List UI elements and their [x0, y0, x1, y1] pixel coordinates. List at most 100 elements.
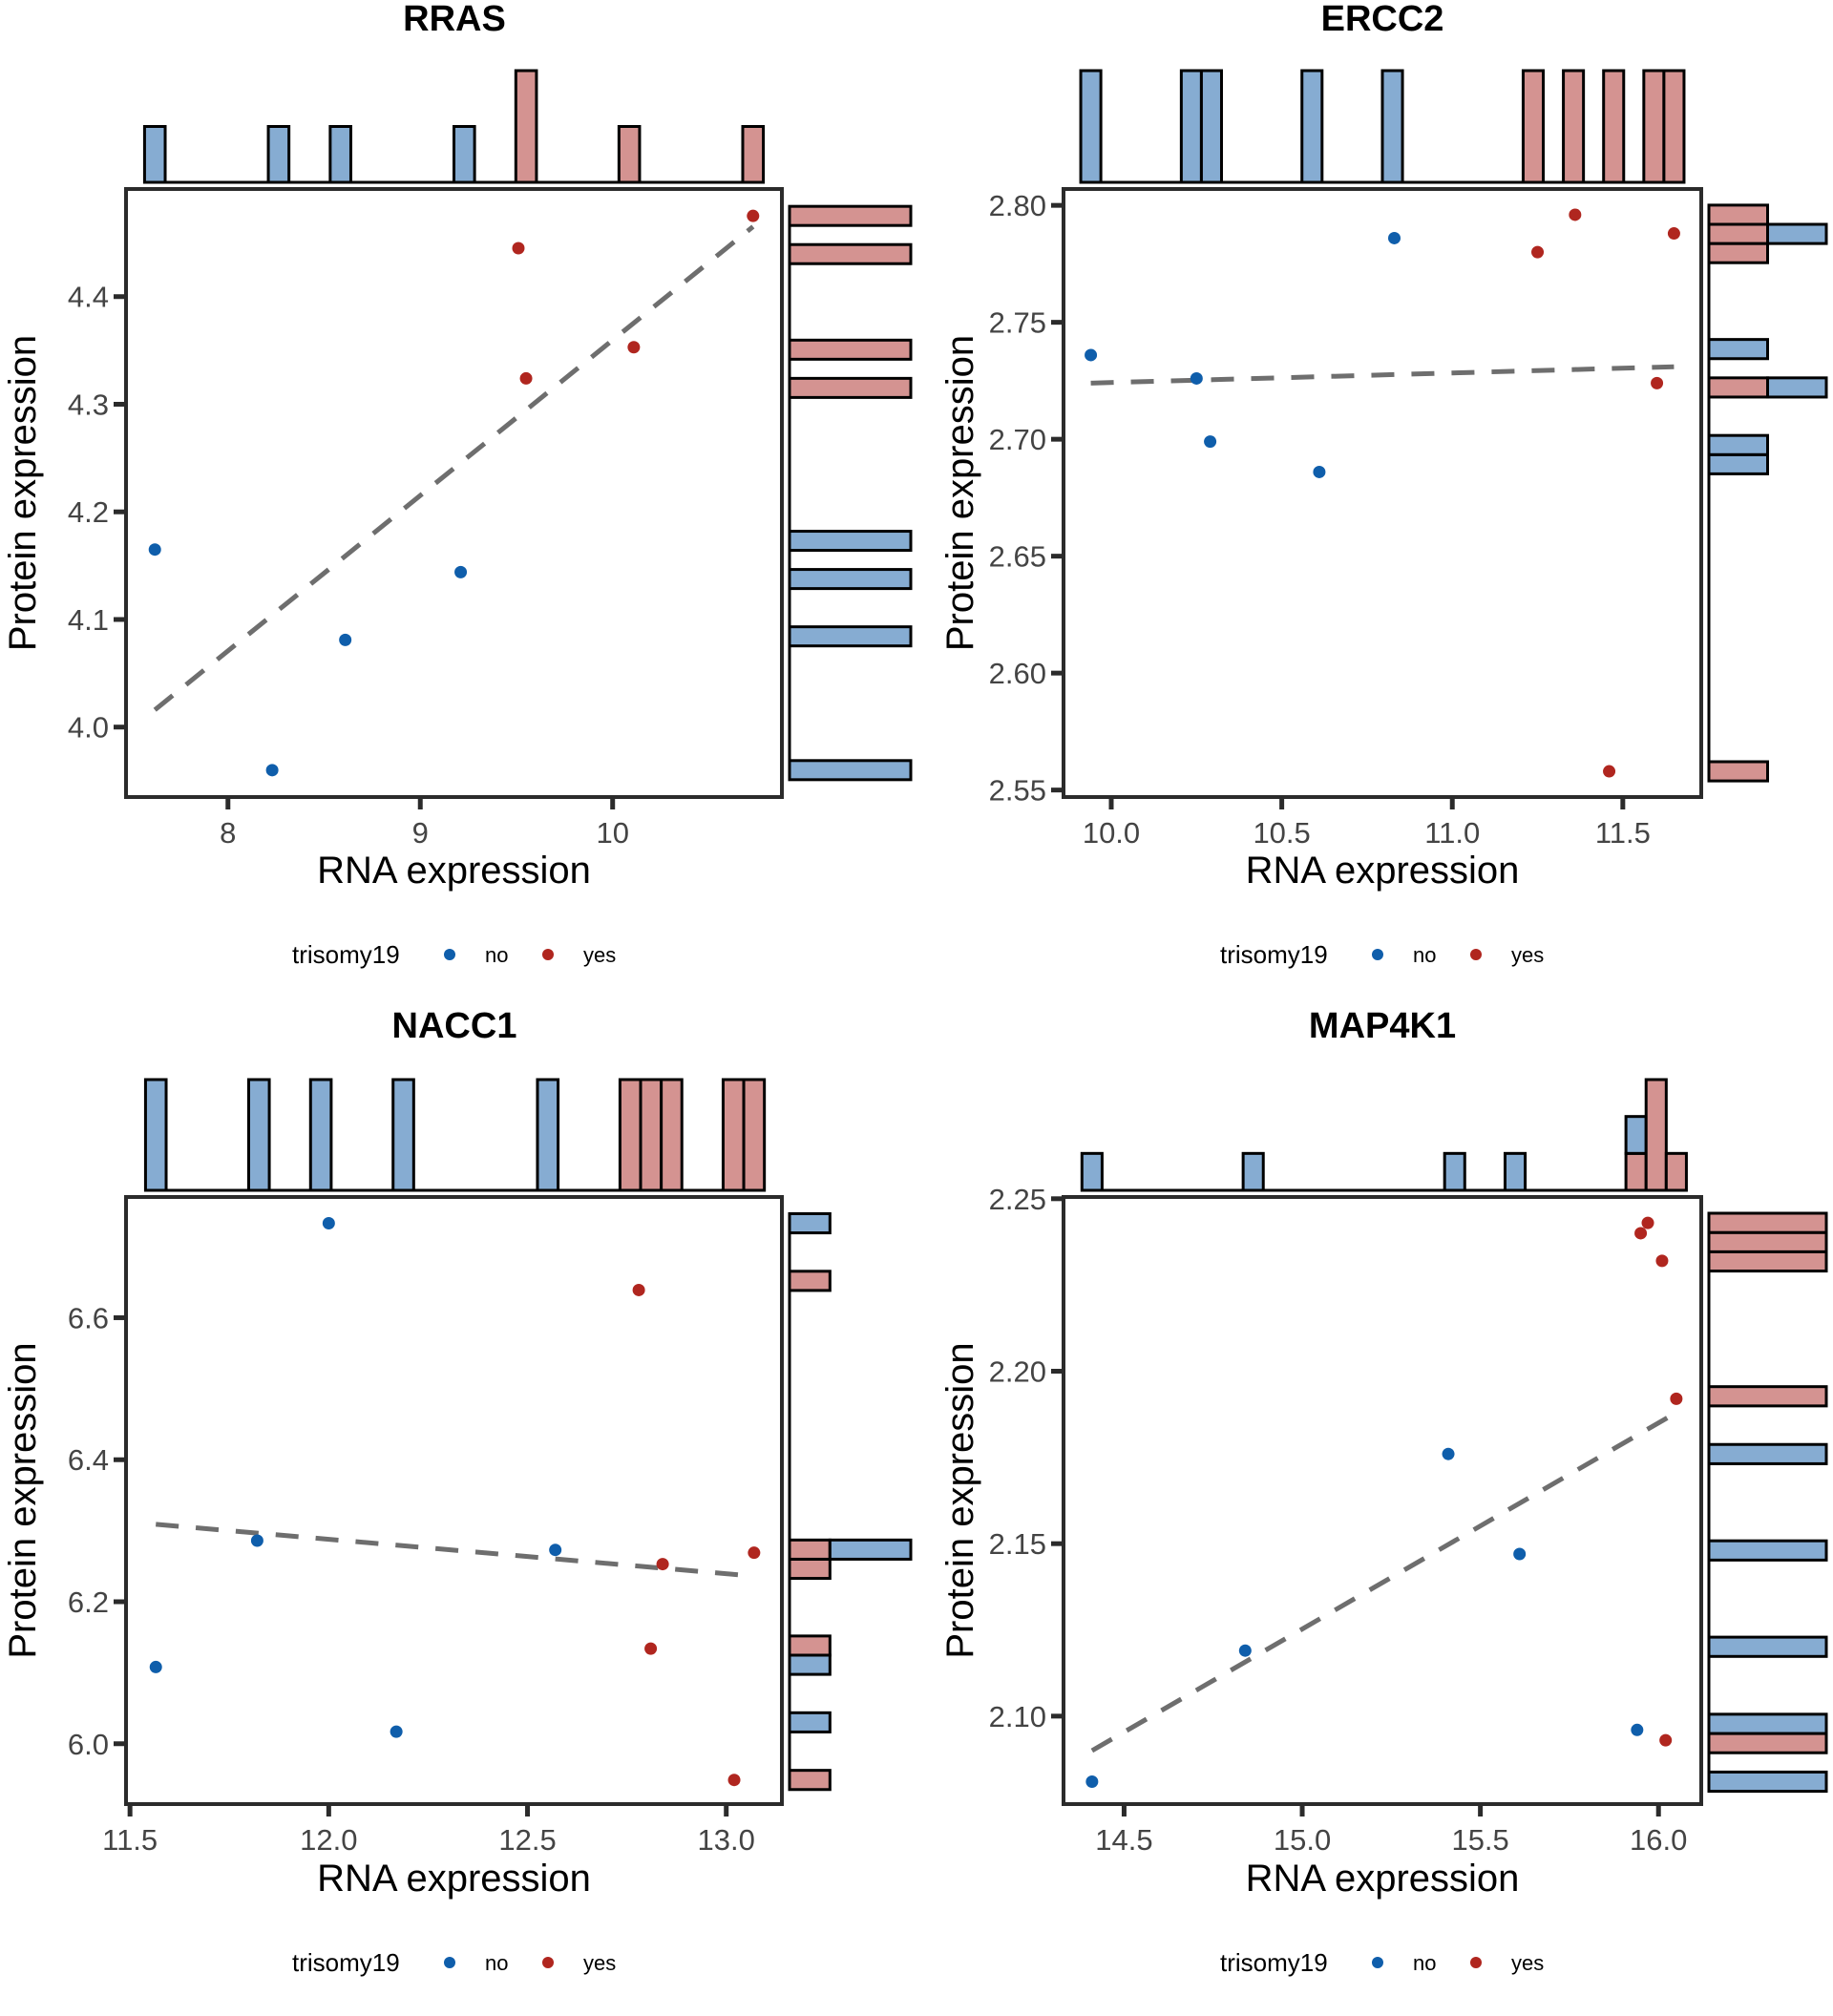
data-point-yes: [748, 1546, 761, 1560]
chart-panel-nacc1: NACC1 11.5 12.0 12.5 13.0 6.0 6.2 6.4 6.6 RNA exp…: [2, 1006, 913, 1977]
data-point-yes: [1603, 765, 1616, 778]
legend-key-yes: [1470, 949, 1482, 960]
histogram-bar-yes: [1642, 69, 1666, 184]
data-point-no: [149, 1660, 162, 1673]
legend-key-no: [1372, 1957, 1383, 1968]
y-tick-label: 2.10: [989, 1700, 1046, 1733]
data-point-no: [1513, 1547, 1527, 1561]
data-point-no: [148, 543, 161, 556]
data-point-no: [1190, 371, 1203, 385]
histogram-bar-yes: [742, 1078, 767, 1192]
data-point-yes: [1634, 1227, 1648, 1240]
data-point-no: [390, 1725, 403, 1738]
top-marginal-histogram: [143, 1078, 767, 1192]
plot-panel-border: [124, 1195, 784, 1806]
regression-line: [153, 224, 755, 712]
regression-line: [1090, 1410, 1678, 1754]
x-tick-label: 13.0: [698, 1823, 755, 1857]
histogram-bar-yes: [788, 338, 913, 361]
x-axis-title: RNA expression: [317, 850, 591, 892]
histogram-bar-no: [788, 568, 913, 591]
histogram-bar-yes: [788, 204, 913, 227]
histogram-bar-yes: [1624, 1151, 1648, 1192]
data-point-yes: [627, 341, 641, 354]
data-point-yes: [1531, 245, 1545, 259]
data-point-yes: [512, 242, 525, 255]
right-marginal-histogram: [788, 1211, 913, 1792]
histogram-bar-yes: [788, 242, 913, 265]
x-tick-label: 10: [596, 816, 628, 850]
top-marginal-histogram: [1080, 1078, 1688, 1192]
y-tick-label: 2.75: [989, 306, 1046, 340]
histogram-bar-yes: [1707, 203, 1769, 226]
legend-key-no: [444, 949, 455, 960]
data-point-yes: [1569, 208, 1582, 221]
series-no: [1085, 231, 1401, 478]
histogram-bar-yes: [1707, 1211, 1828, 1234]
data-point-yes: [632, 1283, 645, 1296]
x-tick-label: 10.0: [1083, 816, 1140, 850]
data-point-yes: [1655, 1254, 1669, 1268]
x-tick-label: 15.5: [1451, 1823, 1508, 1857]
histogram-bar-no: [1079, 69, 1103, 184]
histogram-bar-yes: [618, 1078, 643, 1192]
legend-title: trisomy19: [1220, 1948, 1328, 1977]
histogram-bar-no: [1624, 1115, 1648, 1155]
y-tick-label: 6.2: [68, 1586, 109, 1619]
histogram-bar-yes: [788, 1538, 832, 1561]
legend: trisomy19 no yes: [292, 940, 616, 969]
y-tick-label: 2.25: [989, 1183, 1046, 1216]
legend-label-yes: yes: [1511, 1951, 1544, 1975]
x-tick-label: 8: [220, 816, 236, 850]
data-point-no: [1085, 348, 1098, 362]
histogram-bar-yes: [1707, 242, 1769, 264]
histogram-bar-yes: [788, 1769, 832, 1792]
x-tick-label: 14.5: [1095, 1823, 1152, 1857]
chart-panel-ercc2: ERCC2 10.0 10.5 11.0 11.5 2.55 2.60 2.65 2.70 2.7…: [939, 0, 1828, 969]
y-axis-title: Protein expression: [2, 1342, 44, 1658]
legend-label-yes: yes: [583, 1951, 616, 1975]
histogram-bar-no: [1707, 433, 1769, 456]
histogram-bar-no: [246, 1078, 271, 1192]
histogram-bar-yes: [1707, 222, 1769, 245]
chart-title: MAP4K1: [1309, 1006, 1456, 1046]
histogram-bar-yes: [1562, 69, 1586, 184]
series-no: [149, 1217, 562, 1738]
x-axis-title: RNA expression: [1246, 1858, 1520, 1900]
chart-panel-map4k1: MAP4K1 14.5 15.0 15.5 16.0 2.10 2.15 2.20 2.25 RN…: [939, 1006, 1828, 1977]
legend: trisomy19 no yes: [1220, 940, 1544, 969]
plot-panel-border: [1062, 187, 1703, 799]
data-point-yes: [1659, 1733, 1673, 1747]
legend: trisomy19 no yes: [1220, 1948, 1544, 1977]
y-tick-label: 2.60: [989, 657, 1046, 690]
data-point-yes: [1651, 376, 1664, 389]
series-yes: [632, 1283, 761, 1787]
histogram-bar-yes: [1707, 1732, 1828, 1754]
histogram-bar-yes: [1707, 1230, 1828, 1253]
legend-label-no: no: [485, 943, 508, 967]
y-axis-title: Protein expression: [939, 335, 981, 651]
histogram-bar-yes: [1664, 1151, 1688, 1192]
histogram-bar-yes: [1707, 760, 1769, 783]
histogram-bar-no: [1707, 452, 1769, 475]
y-tick-label: 4.2: [68, 495, 109, 529]
y-tick-label: 4.0: [68, 711, 109, 745]
histogram-bar-no: [1766, 376, 1828, 399]
y-tick-label: 2.70: [989, 423, 1046, 456]
data-point-yes: [519, 371, 533, 385]
chart-title: ERCC2: [1321, 0, 1444, 39]
histogram-bar-no: [788, 625, 913, 648]
histogram-bar-yes: [721, 1078, 746, 1192]
x-tick-label: 11.0: [1424, 816, 1480, 850]
y-axis-title: Protein expression: [939, 1342, 981, 1658]
regression-line: [156, 1522, 739, 1578]
x-tick-label: 11.5: [102, 1823, 158, 1857]
data-point-no: [1204, 435, 1217, 449]
y-tick-label: 6.6: [68, 1301, 109, 1334]
x-tick-label: 12.0: [300, 1823, 357, 1857]
histogram-bar-no: [1766, 222, 1828, 245]
histogram-bar-no: [1380, 69, 1404, 184]
regression-line: [1090, 364, 1675, 386]
data-point-yes: [656, 1558, 669, 1571]
x-tick-label: 12.5: [498, 1823, 556, 1857]
